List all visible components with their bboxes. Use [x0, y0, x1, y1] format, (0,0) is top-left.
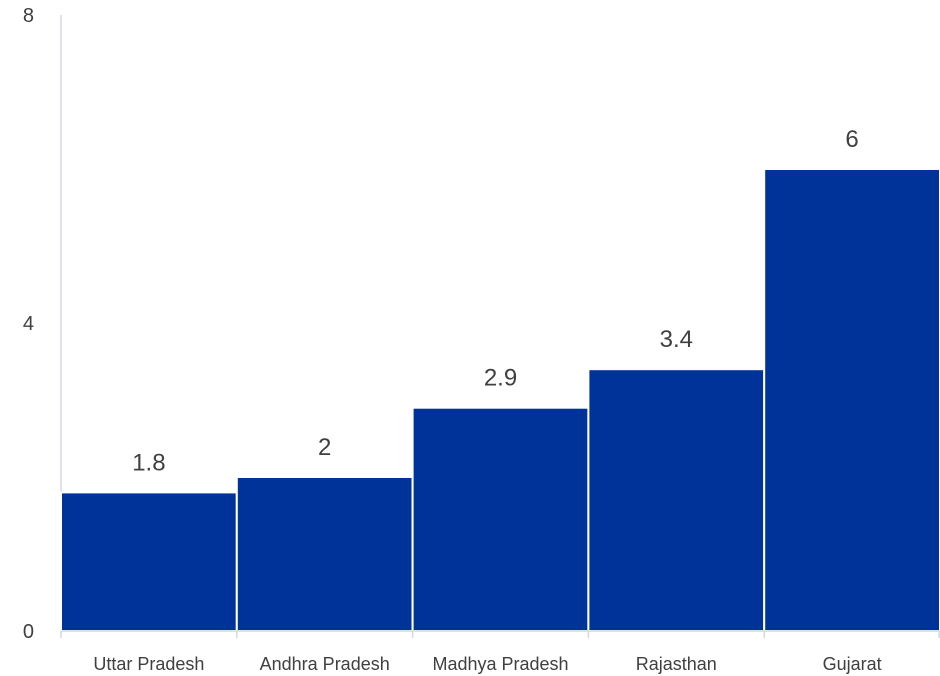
y-tick-label: 4 — [23, 313, 34, 335]
bar-madhya-pradesh — [411, 406, 590, 633]
bar-rajasthan — [587, 368, 766, 632]
data-label: 2.9 — [484, 365, 517, 392]
x-category-label: Madhya Pradesh — [432, 654, 568, 674]
bar-andhra-pradesh — [235, 476, 414, 632]
x-category-label: Andhra Pradesh — [260, 654, 390, 674]
x-category-label: Rajasthan — [636, 654, 717, 674]
y-tick-label: 0 — [23, 621, 34, 643]
x-category-label: Uttar Pradesh — [93, 654, 204, 674]
x-category-label: Gujarat — [823, 654, 882, 674]
bar-gujarat — [763, 168, 940, 632]
data-label: 6 — [845, 126, 858, 153]
bars — [60, 168, 940, 633]
data-labels: 1.8 2 2.9 3.4 6 — [132, 126, 859, 476]
data-label: 1.8 — [132, 449, 165, 476]
y-tick-label: 8 — [23, 5, 34, 27]
bar-uttar-pradesh — [60, 491, 238, 632]
x-axis: Uttar Pradesh Andhra Pradesh Madhya Prades… — [60, 630, 940, 674]
data-label: 3.4 — [660, 326, 693, 353]
y-axis: 0 4 8 — [23, 5, 62, 643]
data-label: 2 — [318, 434, 331, 461]
